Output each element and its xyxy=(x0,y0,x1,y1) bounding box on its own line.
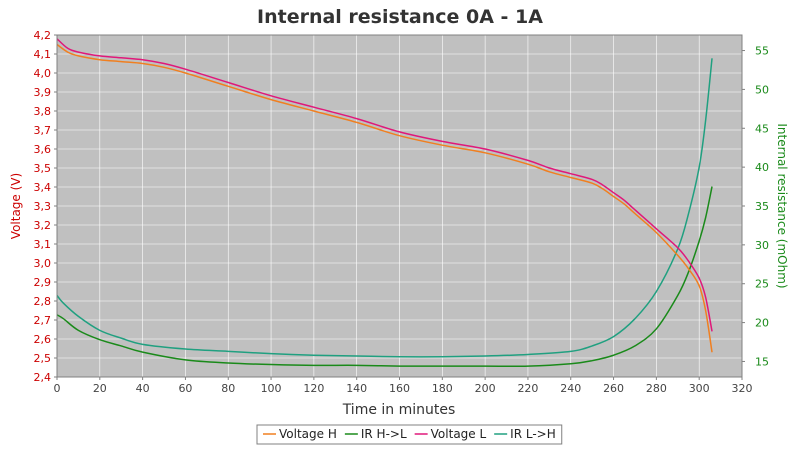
y-left-tick-label: 4,0 xyxy=(34,67,52,80)
legend-label-ir-l-h: IR L->H xyxy=(510,427,556,441)
y-left-tick-label: 4,2 xyxy=(34,29,52,42)
y-right-tick-label: 55 xyxy=(755,45,769,58)
legend-label-voltage-l: Voltage L xyxy=(431,427,487,441)
legend-items: Voltage H IR H->L Voltage L IR L->H xyxy=(263,427,556,441)
y-left-tick-label: 2,4 xyxy=(34,371,52,384)
x-tick-label: 40 xyxy=(136,382,150,395)
y-right-tick-label: 25 xyxy=(755,278,769,291)
series-line-voltage-l xyxy=(56,38,713,332)
x-tick-label: 120 xyxy=(303,382,324,395)
y-left-tick-label: 3,7 xyxy=(34,124,52,137)
x-tick-label: 140 xyxy=(346,382,367,395)
y-left-tick-label: 3,3 xyxy=(34,200,52,213)
x-tick-label: 300 xyxy=(689,382,710,395)
y-right-tick-label: 40 xyxy=(755,161,769,174)
right-axis-label: Internal resistance (mOhm) xyxy=(775,123,789,288)
y-left-tick-label: 3,9 xyxy=(34,86,52,99)
x-tick-label: 180 xyxy=(432,382,453,395)
left-axis-label: Voltage (V) xyxy=(9,173,23,239)
x-axis-label: Time in minutes xyxy=(342,402,456,418)
y-left-tick-label: 3,4 xyxy=(34,181,52,194)
legend-label-voltage-h: Voltage H xyxy=(279,427,337,441)
chart-title: Internal resistance 0A - 1A xyxy=(257,6,543,28)
legend-label-ir-h-l: IR H->L xyxy=(361,427,407,441)
y-right-tick-label: 45 xyxy=(755,122,769,135)
legend-box xyxy=(256,424,563,445)
x-tick-label: 100 xyxy=(261,382,282,395)
y-left-tick-label: 3,2 xyxy=(34,219,52,232)
y-left-tick-label: 3,0 xyxy=(34,257,52,270)
x-tick-label: 320 xyxy=(732,382,753,395)
grid-lines xyxy=(57,35,742,377)
y-right-tick-label: 15 xyxy=(755,355,769,368)
plot-border xyxy=(56,34,743,378)
x-tick-label: 240 xyxy=(560,382,581,395)
y-left-tick-label: 3,1 xyxy=(34,238,52,251)
y-right-tick-label: 35 xyxy=(755,200,769,213)
series-line-voltage-h xyxy=(56,43,713,353)
y-left-tick-label: 2,8 xyxy=(34,295,52,308)
x-tick-label: 20 xyxy=(93,382,107,395)
legend: Voltage H IR H->L Voltage L IR L->H xyxy=(256,424,563,445)
x-tick-label: 260 xyxy=(603,382,624,395)
y-right-tick-label: 30 xyxy=(755,239,769,252)
x-tick-label: 80 xyxy=(221,382,235,395)
y-right-tick-label: 50 xyxy=(755,83,769,96)
y-left-tick-label: 2,9 xyxy=(34,276,52,289)
x-tick-label: 220 xyxy=(517,382,538,395)
y-left-tick-label: 2,6 xyxy=(34,333,52,346)
x-tick-label: 60 xyxy=(178,382,192,395)
y-left-tick-label: 2,7 xyxy=(34,314,52,327)
x-tick-label: 200 xyxy=(475,382,496,395)
x-tick-label: 0 xyxy=(54,382,61,395)
y-left-tick-label: 3,5 xyxy=(34,162,52,175)
y-left-tick-label: 4,1 xyxy=(34,48,52,61)
series-layer xyxy=(56,38,713,368)
series-line-ir-h-l xyxy=(56,186,713,368)
x-tick-label: 280 xyxy=(646,382,667,395)
y-left-tick-label: 3,8 xyxy=(34,105,52,118)
y-left-tick-label: 2,5 xyxy=(34,352,52,365)
y-right-tick-label: 20 xyxy=(755,317,769,330)
y-left-tick-label: 3,6 xyxy=(34,143,52,156)
x-tick-label: 160 xyxy=(389,382,410,395)
